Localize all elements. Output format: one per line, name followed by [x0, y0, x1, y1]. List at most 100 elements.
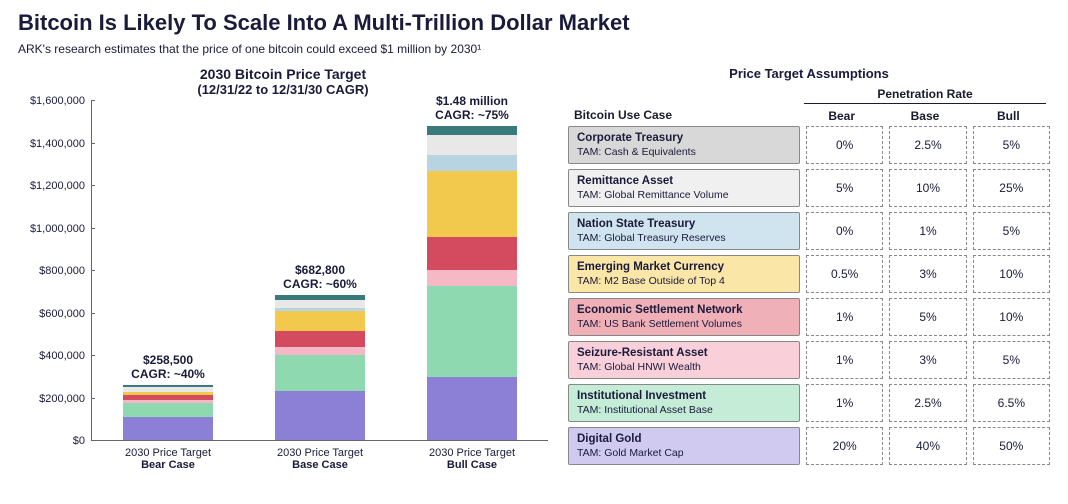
value-cell: 3%	[889, 341, 966, 379]
usecase-tam: TAM: Institutional Asset Base	[577, 404, 791, 416]
bar-segment-emerging	[275, 311, 365, 330]
usecase-tam: TAM: US Bank Settlement Volumes	[577, 318, 791, 330]
main-layout: 2030 Bitcoin Price Target (12/31/22 to 1…	[18, 66, 1050, 471]
y-tick-label: $1,200,000	[30, 180, 85, 192]
table-body: Corporate TreasuryTAM: Cash & Equivalent…	[568, 126, 1050, 465]
chart-plot: $258,500CAGR: ~40%$682,800CAGR: ~60%$1.4…	[92, 101, 548, 441]
usecase-name: Institutional Investment	[577, 390, 791, 403]
th-col: Bull	[967, 106, 1050, 126]
bar-segment-remittance	[427, 135, 517, 155]
bar-segment-seizure	[427, 270, 517, 286]
usecase-name: Digital Gold	[577, 433, 791, 446]
y-tick-label: $400,000	[39, 350, 85, 362]
stacked-bar	[275, 295, 365, 440]
y-tick-label: $200,000	[39, 393, 85, 405]
bar-group: $258,500CAGR: ~40%	[108, 385, 228, 440]
value-cells: 20%40%50%	[800, 427, 1050, 465]
usecase-cell: Nation State TreasuryTAM: Global Treasur…	[568, 212, 800, 250]
value-cell: 10%	[973, 255, 1050, 293]
usecase-cell: Digital GoldTAM: Gold Market Cap	[568, 427, 800, 465]
bar-segment-remittance	[275, 300, 365, 309]
value-cell: 5%	[973, 341, 1050, 379]
th-col: Base	[883, 106, 966, 126]
y-tick-label: $0	[73, 435, 85, 447]
value-cells: 1%3%5%	[800, 341, 1050, 379]
table-header: Bitcoin Use Case Penetration Rate BearBa…	[568, 87, 1050, 126]
value-cell: 6.5%	[973, 384, 1050, 422]
table-row: Digital GoldTAM: Gold Market Cap20%40%50…	[568, 427, 1050, 465]
table-row: Nation State TreasuryTAM: Global Treasur…	[568, 212, 1050, 250]
bar-segment-nation	[427, 155, 517, 171]
value-cell: 10%	[973, 298, 1050, 336]
value-cells: 0.5%3%10%	[800, 255, 1050, 293]
usecase-name: Emerging Market Currency	[577, 261, 791, 274]
y-tick-label: $1,600,000	[30, 95, 85, 107]
y-tick-label: $1,000,000	[30, 223, 85, 235]
x-axis-label: 2030 Price TargetBase Case	[260, 447, 380, 471]
value-cell: 0%	[806, 212, 883, 250]
bar-top-label: $1.48 millionCAGR: ~75%	[435, 94, 509, 122]
x-axis-labels: 2030 Price TargetBear Case 2030 Price Tar…	[92, 447, 548, 471]
bar-group: $1.48 millionCAGR: ~75%	[412, 126, 532, 441]
usecase-name: Nation State Treasury	[577, 218, 791, 231]
value-cells: 1%2.5%6.5%	[800, 384, 1050, 422]
x-axis-label: 2030 Price TargetBear Case	[108, 447, 228, 471]
bar-segment-digital_gold	[123, 417, 213, 440]
value-cell: 5%	[973, 126, 1050, 164]
value-cell: 1%	[806, 384, 883, 422]
th-penetration: Penetration Rate	[804, 87, 1046, 104]
usecase-tam: TAM: M2 Base Outside of Top 4	[577, 275, 791, 287]
value-cell: 2.5%	[889, 384, 966, 422]
usecase-name: Seizure-Resistant Asset	[577, 347, 791, 360]
value-cell: 3%	[889, 255, 966, 293]
value-cell: 0.5%	[806, 255, 883, 293]
bar-segment-digital_gold	[427, 377, 517, 440]
usecase-cell: Remittance AssetTAM: Global Remittance V…	[568, 169, 800, 207]
value-cell: 5%	[806, 169, 883, 207]
value-cell: 5%	[973, 212, 1050, 250]
assumptions-table: Price Target Assumptions Bitcoin Use Cas…	[568, 66, 1050, 471]
table-row: Economic Settlement NetworkTAM: US Bank …	[568, 298, 1050, 336]
value-cell: 20%	[806, 427, 883, 465]
table-title: Price Target Assumptions	[568, 66, 1050, 81]
value-cell: 2.5%	[889, 126, 966, 164]
table-row: Institutional InvestmentTAM: Institution…	[568, 384, 1050, 422]
table-row: Seizure-Resistant AssetTAM: Global HNWI …	[568, 341, 1050, 379]
value-cell: 1%	[806, 341, 883, 379]
bar-top-label: $258,500CAGR: ~40%	[131, 353, 205, 381]
bar-segment-institutional	[123, 403, 213, 417]
bar-segment-digital_gold	[275, 391, 365, 440]
chart-panel: 2030 Bitcoin Price Target (12/31/22 to 1…	[18, 66, 548, 471]
table-row: Emerging Market CurrencyTAM: M2 Base Out…	[568, 255, 1050, 293]
value-cell: 1%	[806, 298, 883, 336]
bar-segment-institutional	[275, 355, 365, 391]
bar-segment-emerging	[427, 171, 517, 237]
value-cell: 0%	[806, 126, 883, 164]
usecase-cell: Corporate TreasuryTAM: Cash & Equivalent…	[568, 126, 800, 164]
value-cell: 50%	[973, 427, 1050, 465]
y-axis: $0$200,000$400,000$600,000$800,000$1,000…	[18, 101, 92, 441]
usecase-tam: TAM: Cash & Equivalents	[577, 146, 791, 158]
usecase-tam: TAM: Global Treasury Reserves	[577, 232, 791, 244]
y-tick-label: $800,000	[39, 265, 85, 277]
value-cells: 1%5%10%	[800, 298, 1050, 336]
value-cells: 0%1%5%	[800, 212, 1050, 250]
value-cell: 1%	[889, 212, 966, 250]
table-row: Remittance AssetTAM: Global Remittance V…	[568, 169, 1050, 207]
usecase-cell: Emerging Market CurrencyTAM: M2 Base Out…	[568, 255, 800, 293]
stacked-bar	[123, 385, 213, 440]
x-axis-label: 2030 Price TargetBull Case	[412, 447, 532, 471]
th-usecase: Bitcoin Use Case	[568, 104, 800, 126]
value-cell: 5%	[889, 298, 966, 336]
bar-segment-corporate	[427, 126, 517, 136]
value-cells: 0%2.5%5%	[800, 126, 1050, 164]
table-row: Corporate TreasuryTAM: Cash & Equivalent…	[568, 126, 1050, 164]
value-cell: 40%	[889, 427, 966, 465]
bar-segment-seizure	[275, 347, 365, 356]
bar-segment-institutional	[427, 286, 517, 377]
value-cell: 25%	[973, 169, 1050, 207]
th-col: Bear	[800, 106, 883, 126]
usecase-name: Economic Settlement Network	[577, 304, 791, 317]
usecase-name: Remittance Asset	[577, 175, 791, 188]
usecase-tam: TAM: Gold Market Cap	[577, 447, 791, 459]
